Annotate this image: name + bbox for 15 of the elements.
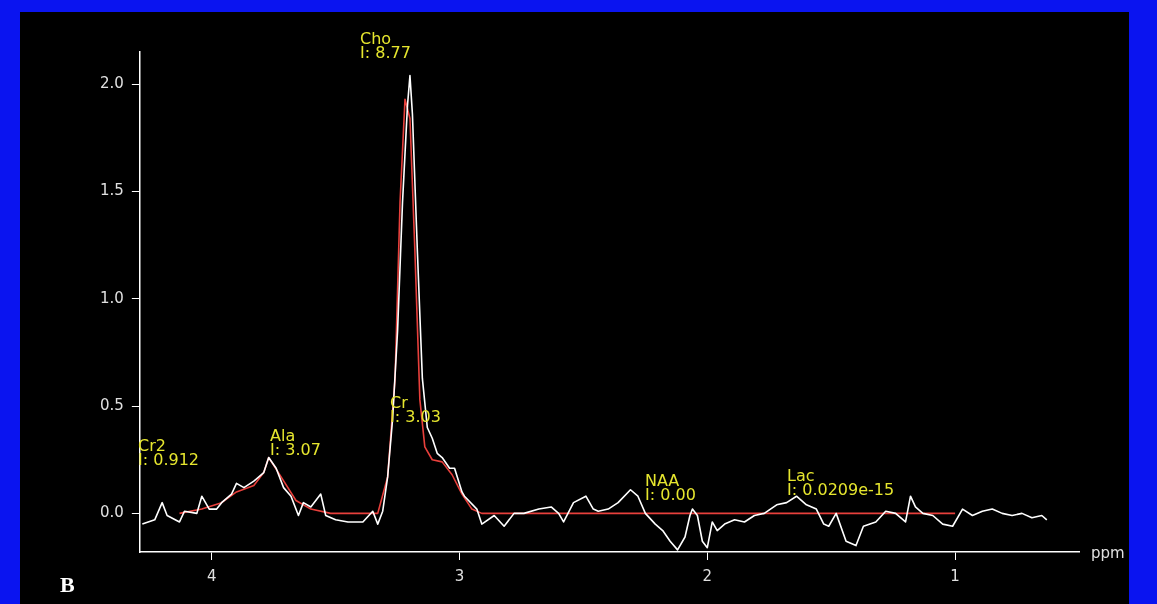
y-tick-label: 0.0 [100,503,124,522]
x-axis-title: ppm [1091,544,1125,562]
y-tick-label: 1.5 [100,181,124,200]
y-tick-label: 0.5 [100,395,124,414]
y-tick-label: 2.0 [100,74,124,93]
annotation: Lac I: 0.0209e-15 [787,466,895,499]
y-tick-label: 1.0 [100,288,124,307]
x-tick-label: 4 [206,566,217,585]
x-tick-label: 1 [950,566,960,585]
x-tick-label: 3 [454,566,465,585]
text: B [60,572,75,597]
x-tick-label: 2 [702,566,713,585]
annotation: NAA I: 0.00 [645,471,696,504]
annotation: Cho I: 8.77 [360,29,411,62]
annotation: Ala I: 3.07 [270,426,321,459]
